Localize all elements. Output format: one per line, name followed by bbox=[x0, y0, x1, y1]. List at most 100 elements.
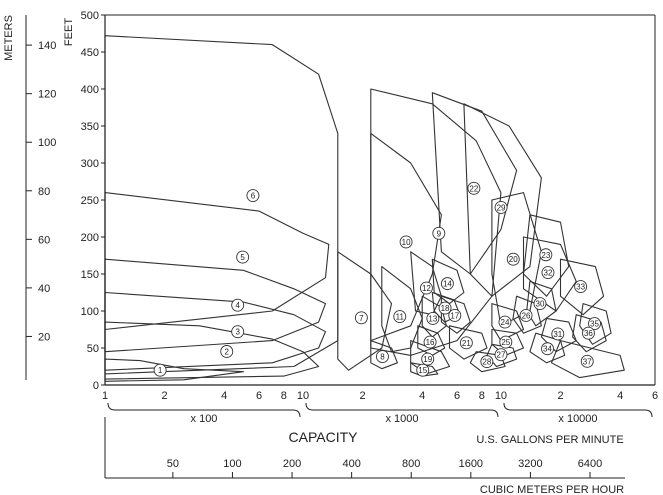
curve-label-9: 9 bbox=[437, 229, 442, 238]
curve-label-30: 30 bbox=[536, 300, 545, 309]
decade-multiplier: x 1000 bbox=[385, 413, 418, 425]
curve-marker-34 bbox=[541, 342, 554, 356]
curve-label-6: 6 bbox=[251, 192, 256, 201]
curve-label-35: 35 bbox=[590, 320, 599, 329]
curve-marker-27 bbox=[494, 348, 508, 362]
x-tick-label: 1 bbox=[102, 390, 108, 402]
curve-marker-19 bbox=[421, 352, 435, 366]
curve-label-16: 16 bbox=[426, 338, 435, 347]
curve-label-28: 28 bbox=[482, 358, 491, 367]
m3h-tick-label: 6400 bbox=[578, 458, 602, 470]
decade-bracket bbox=[305, 402, 499, 418]
decade-bracket bbox=[503, 402, 653, 418]
y-tick-label-meters: 120 bbox=[38, 89, 56, 101]
curve-marker-2 bbox=[220, 345, 234, 358]
curve-26 bbox=[512, 295, 542, 334]
curve-marker-18 bbox=[438, 301, 452, 315]
curve-label-4: 4 bbox=[235, 301, 240, 310]
x-tick-label: 8 bbox=[479, 390, 485, 402]
curve-marker-35 bbox=[588, 317, 601, 331]
curve-33 bbox=[559, 258, 605, 316]
curve-37 bbox=[550, 340, 625, 379]
curve-label-11: 11 bbox=[396, 313, 405, 322]
y-tick-label-feet: 300 bbox=[81, 158, 99, 170]
curve-17 bbox=[440, 295, 471, 334]
curve-label-21: 21 bbox=[462, 339, 471, 348]
m3h-tick-label: 1600 bbox=[459, 458, 483, 470]
curve-label-10: 10 bbox=[402, 238, 411, 247]
curve-marker-5 bbox=[236, 250, 250, 264]
curve-label-31: 31 bbox=[553, 330, 562, 339]
curve-label-18: 18 bbox=[441, 304, 450, 313]
curve-marker-10 bbox=[399, 235, 413, 249]
m3h-tick-label: 200 bbox=[283, 458, 301, 470]
curve-label-34: 34 bbox=[543, 345, 552, 354]
curve-marker-32 bbox=[541, 266, 555, 279]
curve-label-32: 32 bbox=[544, 269, 553, 278]
x-tick-label: 2 bbox=[557, 390, 563, 402]
curve-label-37: 37 bbox=[583, 357, 592, 366]
curve-14 bbox=[431, 258, 465, 305]
curve-label-13: 13 bbox=[428, 314, 437, 323]
x-axis-unit-m3h: CUBIC METERS PER HOUR bbox=[480, 484, 624, 495]
curve-marker-23 bbox=[539, 248, 553, 262]
y-tick-label-feet: 350 bbox=[81, 121, 99, 133]
x-axis-title: CAPACITY bbox=[289, 429, 359, 445]
y-axis-title-feet: FEET bbox=[63, 18, 75, 46]
curve-marker-30 bbox=[533, 297, 547, 311]
curve-marker-9 bbox=[432, 226, 446, 240]
y-tick-label-meters: 80 bbox=[38, 186, 50, 198]
y-tick-label-feet: 50 bbox=[87, 343, 99, 355]
curve-marker-14 bbox=[440, 277, 454, 291]
curve-2 bbox=[104, 321, 320, 380]
x-axis-unit-gpm: U.S. GALLONS PER MINUTE bbox=[476, 434, 623, 446]
curve-5 bbox=[104, 192, 330, 331]
curve-marker-15 bbox=[416, 363, 430, 377]
curve-13 bbox=[421, 295, 447, 338]
curve-marker-17 bbox=[448, 308, 462, 322]
curve-marker-26 bbox=[519, 308, 533, 322]
curve-label-36: 36 bbox=[584, 329, 593, 338]
y-tick-label-meters: 60 bbox=[38, 234, 50, 246]
y-tick-label-feet: 500 bbox=[81, 10, 99, 22]
m3h-tick-label: 3200 bbox=[518, 458, 542, 470]
curve-marker-25 bbox=[499, 335, 513, 349]
curve-marker-11 bbox=[393, 310, 407, 323]
x-tick-label: 4 bbox=[419, 390, 425, 402]
y-tick-label-meters: 20 bbox=[38, 331, 50, 343]
curve-label-14: 14 bbox=[443, 280, 452, 289]
y-tick-label-meters: 40 bbox=[38, 283, 50, 295]
curve-label-7: 7 bbox=[359, 314, 364, 323]
curve-10 bbox=[370, 132, 442, 342]
curve-23 bbox=[522, 214, 570, 297]
curve-label-24: 24 bbox=[501, 318, 510, 327]
curve-marker-12 bbox=[419, 281, 433, 295]
curve-marker-28 bbox=[480, 355, 494, 369]
curve-label-25: 25 bbox=[501, 338, 510, 347]
curve-label-12: 12 bbox=[422, 284, 431, 293]
curve-label-23: 23 bbox=[541, 251, 550, 260]
curve-label-3: 3 bbox=[235, 328, 240, 337]
x-tick-label: 6 bbox=[454, 390, 460, 402]
y-tick-label-feet: 250 bbox=[81, 195, 99, 207]
y-tick-label-feet: 0 bbox=[93, 380, 99, 392]
curve-16 bbox=[417, 325, 446, 356]
curve-marker-21 bbox=[459, 336, 473, 350]
curve-marker-33 bbox=[574, 280, 588, 294]
y-tick-label-feet: 150 bbox=[81, 269, 99, 281]
curve-marker-1 bbox=[153, 363, 167, 377]
curve-markers: 1234567891011121314151617181920212223242… bbox=[153, 181, 601, 377]
curve-label-17: 17 bbox=[450, 311, 459, 320]
curve-12 bbox=[410, 251, 442, 316]
curve-3 bbox=[104, 291, 327, 371]
curve-label-1: 1 bbox=[158, 366, 163, 375]
y-tick-label-feet: 100 bbox=[81, 306, 99, 318]
axes: 0501001502002503003504004505002040608010… bbox=[25, 10, 658, 479]
y-tick-label-meters: 100 bbox=[38, 137, 56, 149]
curve-31 bbox=[540, 317, 577, 353]
curve-label-26: 26 bbox=[522, 311, 531, 320]
curve-marker-7 bbox=[354, 311, 368, 325]
curve-marker-36 bbox=[581, 326, 595, 340]
y-tick-label-feet: 200 bbox=[81, 232, 99, 244]
